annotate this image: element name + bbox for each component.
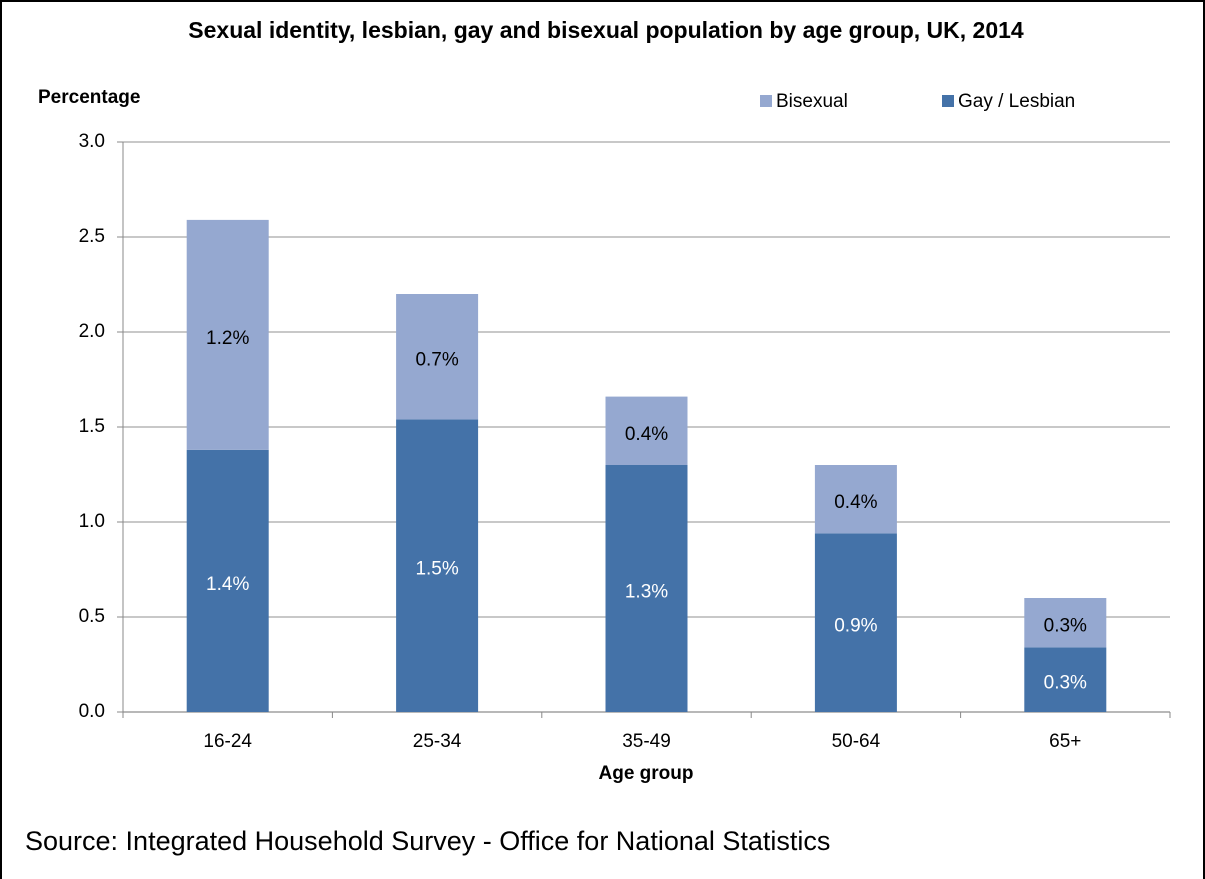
data-label: 1.2% [206, 328, 249, 349]
chart-title: Sexual identity, lesbian, gay and bisexu… [188, 17, 1024, 43]
source-note: Source: Integrated Household Survey - Of… [25, 826, 830, 856]
bar-segment [396, 294, 479, 420]
legend-swatch [760, 95, 772, 107]
data-label: 0.3% [1044, 673, 1087, 694]
legend-label: Bisexual [776, 91, 848, 112]
x-tick-label: 35-49 [622, 731, 671, 752]
data-label: 0.4% [834, 492, 877, 513]
legend-swatch [942, 95, 954, 107]
y-tick-label: 0.0 [79, 701, 105, 722]
bar-segment [1024, 647, 1107, 712]
data-label: 1.4% [206, 574, 249, 595]
x-axis-label: Age group [599, 763, 694, 784]
y-tick-label: 0.5 [79, 606, 105, 627]
x-tick-label: 25-34 [413, 731, 462, 752]
bar-segment [814, 465, 897, 534]
legend-label: Gay / Lesbian [958, 91, 1075, 112]
data-label: 1.5% [415, 559, 458, 580]
y-axis-label: Percentage [38, 87, 140, 108]
data-label: 0.9% [834, 616, 877, 637]
bar-segment [1024, 598, 1107, 648]
y-tick-label: 2.5 [79, 226, 105, 247]
bar-segment [396, 419, 479, 712]
data-label: 0.7% [415, 350, 458, 371]
y-tick-label: 2.0 [79, 321, 105, 342]
y-tick-label: 3.0 [79, 131, 105, 152]
y-tick-label: 1.0 [79, 511, 105, 532]
bar-segment [814, 533, 897, 712]
bar-segment [186, 449, 269, 712]
bar-segment [605, 396, 688, 465]
data-label: 1.3% [625, 582, 668, 603]
bar-segment [186, 219, 269, 450]
x-tick-label: 65+ [1049, 731, 1081, 752]
y-tick-label: 1.5 [79, 416, 105, 437]
x-tick-label: 50-64 [832, 731, 881, 752]
bar-segment [605, 465, 688, 712]
data-label: 0.4% [625, 424, 668, 445]
x-tick-label: 16-24 [203, 731, 252, 752]
data-label: 0.3% [1044, 616, 1087, 637]
